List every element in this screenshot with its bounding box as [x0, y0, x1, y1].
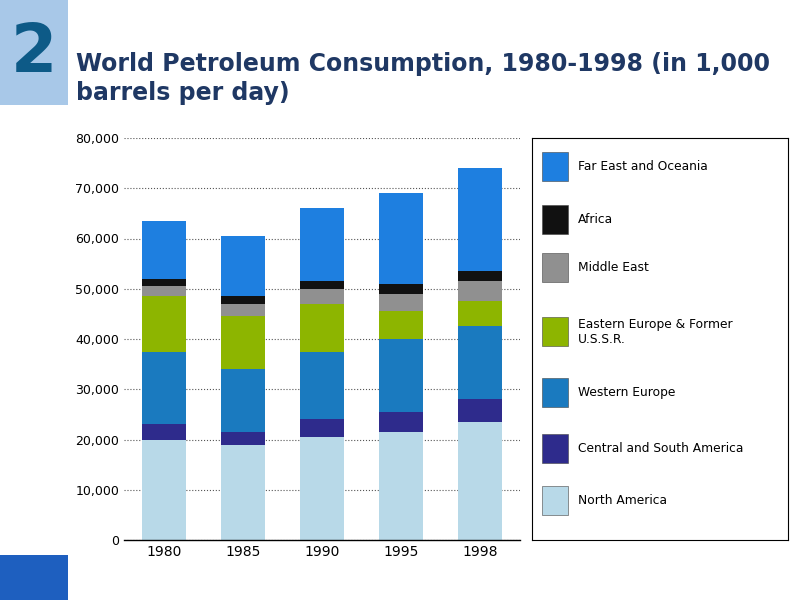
Bar — [300, 352, 344, 419]
Bar — [379, 311, 423, 339]
Bar — [458, 422, 502, 540]
Bar — [221, 296, 265, 304]
Bar — [300, 437, 344, 540]
Bar — [458, 271, 502, 281]
Bar — [221, 369, 265, 432]
Bar — [542, 377, 568, 407]
Bar — [0, 555, 68, 600]
Bar — [142, 278, 186, 286]
Text: Western Europe: Western Europe — [578, 386, 675, 398]
Text: World Petroleum Consumption, 1980-1998 (in 1,000
barrels per day): World Petroleum Consumption, 1980-1998 (… — [76, 52, 770, 106]
Bar — [221, 304, 265, 316]
Bar — [142, 286, 186, 296]
Bar — [221, 432, 265, 445]
Bar — [379, 294, 423, 311]
Bar — [142, 439, 186, 540]
Bar — [142, 352, 186, 424]
Bar — [300, 289, 344, 304]
Bar — [458, 301, 502, 326]
Bar — [142, 221, 186, 278]
Bar — [142, 296, 186, 352]
Bar — [542, 205, 568, 233]
Text: Eastern Europe & Former
U.S.S.R.: Eastern Europe & Former U.S.S.R. — [578, 318, 733, 346]
Bar — [379, 339, 423, 412]
Bar — [0, 0, 68, 105]
Bar — [542, 434, 568, 463]
Bar — [142, 424, 186, 439]
Bar — [221, 445, 265, 540]
Bar — [458, 400, 502, 422]
Bar — [221, 236, 265, 296]
Bar — [458, 281, 502, 301]
Text: Central and South America: Central and South America — [578, 442, 743, 455]
Bar — [379, 284, 423, 294]
Bar — [300, 281, 344, 289]
Bar — [300, 304, 344, 352]
Bar — [458, 326, 502, 400]
Text: Far East and Oceania: Far East and Oceania — [578, 160, 708, 173]
Text: Africa: Africa — [578, 213, 614, 226]
Text: 2: 2 — [11, 19, 57, 85]
Bar — [300, 419, 344, 437]
Bar — [300, 208, 344, 281]
Bar — [542, 317, 568, 346]
Bar — [379, 193, 423, 284]
Bar — [458, 168, 502, 271]
Bar — [221, 316, 265, 369]
Text: North America: North America — [578, 494, 667, 507]
Bar — [542, 486, 568, 515]
Bar — [542, 152, 568, 181]
Bar — [379, 432, 423, 540]
Text: Middle East: Middle East — [578, 261, 649, 274]
Bar — [379, 412, 423, 432]
Bar — [542, 253, 568, 282]
